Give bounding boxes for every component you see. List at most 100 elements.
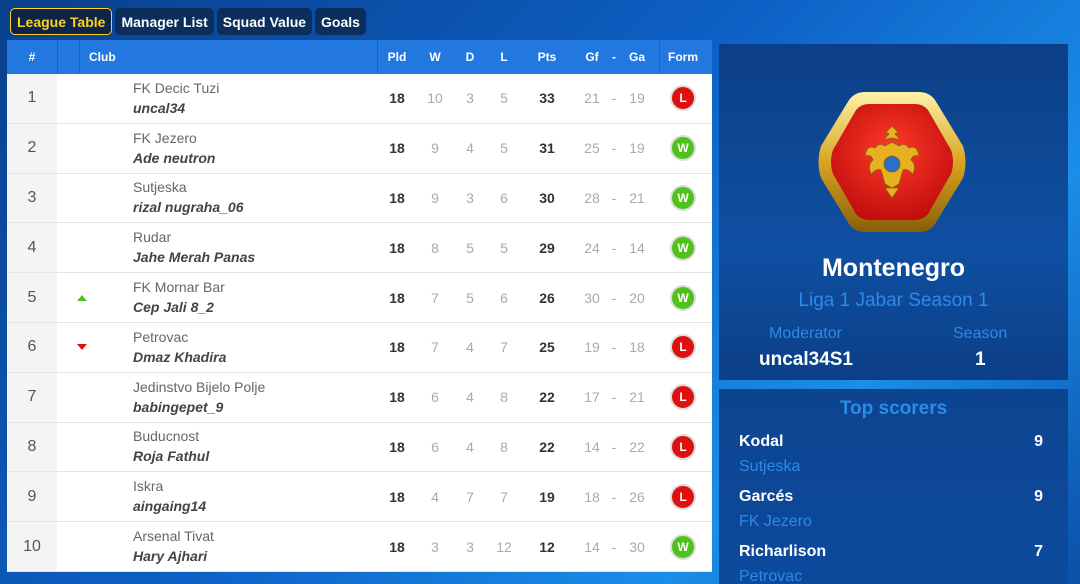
- header-ga[interactable]: Ga: [628, 50, 645, 64]
- table-row[interactable]: 9 Iskra aingaing14 18 4 7 7 19 18-26 L: [7, 472, 712, 523]
- manager-name[interactable]: aingaing14: [133, 498, 207, 515]
- scorer-name: Garcés: [739, 488, 794, 505]
- row-rank: 3: [7, 173, 57, 223]
- manager-name[interactable]: Roja Fathul: [133, 448, 210, 465]
- header-rank[interactable]: #: [28, 50, 36, 64]
- club-name[interactable]: FK Mornar Bar: [133, 279, 225, 296]
- row-ga: 22: [629, 438, 645, 455]
- row-club[interactable]: Arsenal Tivat Hary Ajhari: [133, 522, 373, 571]
- row-form: W: [663, 522, 703, 571]
- club-name[interactable]: FK Decic Tuzi: [133, 79, 220, 96]
- row-d: 5: [466, 289, 474, 306]
- tab-squad-value[interactable]: Squad Value: [216, 8, 313, 35]
- table-row[interactable]: 10 Arsenal Tivat Hary Ajhari 18 3 3 12 12 14-30 W: [7, 522, 712, 572]
- row-pts: 30: [539, 189, 555, 206]
- manager-name[interactable]: Ade neutron: [133, 149, 216, 166]
- table-row[interactable]: 8 Buducnost Roja Fathul 18 6 4 8 22 14-22 L: [7, 422, 712, 473]
- league-country: Montenegro: [821, 254, 966, 282]
- row-pld: 18: [389, 339, 405, 356]
- row-w: 10: [427, 90, 443, 107]
- row-pts: 22: [539, 438, 555, 455]
- row-rank: 5: [7, 273, 57, 322]
- manager-name[interactable]: Cep Jali 8_2: [133, 299, 214, 316]
- table-row[interactable]: 7 Jedinstvo Bijelo Polje babingepet_9 18 6 4 8…: [7, 372, 712, 423]
- table-row[interactable]: 3 Sutjeska rizal nugraha_06 18 9 3 6 30 28-21 W: [7, 173, 712, 224]
- header-d[interactable]: D: [465, 50, 475, 64]
- tab-league-table[interactable]: League Table: [10, 8, 113, 35]
- row-ga: 30: [629, 538, 645, 555]
- row-form: L: [663, 323, 703, 372]
- manager-name[interactable]: Dmaz Khadira: [133, 348, 227, 365]
- row-pts: 26: [539, 289, 555, 306]
- row-gf: 28: [584, 189, 600, 206]
- row-d: 7: [466, 488, 474, 505]
- row-separator: -: [611, 389, 617, 406]
- moderator-value[interactable]: uncal34S1: [759, 349, 853, 370]
- row-w: 7: [431, 339, 439, 356]
- row-club[interactable]: Buducnost Roja Fathul: [133, 423, 373, 472]
- club-name[interactable]: Jedinstvo Bijelo Polje: [133, 378, 266, 395]
- row-l: 6: [500, 289, 508, 306]
- row-separator: -: [611, 239, 617, 256]
- row-pts: 33: [539, 90, 555, 107]
- table-row[interactable]: 1 FK Decic Tuzi uncal34 18 10 3 5 33 21-19 L: [7, 74, 712, 124]
- row-club[interactable]: FK Mornar Bar Cep Jali 8_2: [133, 273, 373, 322]
- row-rank: 10: [7, 522, 57, 571]
- row-w: 8: [431, 239, 439, 256]
- header-l[interactable]: L: [500, 50, 508, 64]
- row-club[interactable]: FK Jezero Ade neutron: [133, 124, 373, 173]
- tab-manager-list[interactable]: Manager List: [115, 8, 214, 35]
- row-rank: 6: [7, 322, 57, 372]
- row-club[interactable]: Iskra aingaing14: [133, 472, 373, 521]
- header-club[interactable]: Club: [89, 50, 116, 64]
- manager-name[interactable]: Hary Ajhari: [133, 548, 208, 565]
- tab-goals[interactable]: Goals: [315, 8, 366, 35]
- club-name[interactable]: Rudar: [133, 229, 172, 246]
- scorer-item[interactable]: Kodal Sutjeska 9: [739, 433, 1049, 483]
- scorer-item[interactable]: Garcés FK Jezero 9: [739, 488, 1049, 538]
- row-gf: 19: [584, 339, 600, 356]
- row-l: 5: [500, 90, 508, 107]
- form-badge: W: [670, 533, 696, 560]
- club-name[interactable]: Petrovac: [133, 328, 189, 345]
- scorer-name: Kodal: [739, 433, 784, 450]
- header-form[interactable]: Form: [668, 50, 698, 64]
- row-ga: 18: [629, 339, 645, 356]
- row-separator: -: [611, 140, 617, 157]
- row-l: 6: [500, 189, 508, 206]
- table-row[interactable]: 4 Rudar Jahe Merah Panas 18 8 5 5 29 24-14 W: [7, 223, 712, 274]
- header-gf[interactable]: Gf: [585, 50, 599, 64]
- row-gf: 30: [584, 289, 600, 306]
- scorer-name: Richarlison: [739, 543, 827, 560]
- header-pts[interactable]: Pts: [537, 50, 557, 64]
- club-name[interactable]: FK Jezero: [133, 129, 197, 146]
- form-badge: W: [670, 135, 696, 162]
- row-club[interactable]: Sutjeska rizal nugraha_06: [133, 174, 373, 223]
- header-pld[interactable]: Pld: [387, 50, 407, 64]
- row-gf: 21: [584, 90, 600, 107]
- row-club[interactable]: Rudar Jahe Merah Panas: [133, 223, 373, 272]
- club-name[interactable]: Iskra: [133, 478, 164, 495]
- club-name[interactable]: Buducnost: [133, 428, 200, 445]
- manager-name[interactable]: uncal34: [133, 99, 186, 116]
- table-row[interactable]: 2 FK Jezero Ade neutron 18 9 4 5 31 25-19 W: [7, 123, 712, 174]
- scorer-item[interactable]: Richarlison Petrovac 7: [739, 543, 1049, 584]
- header-w[interactable]: W: [429, 50, 441, 64]
- row-club[interactable]: Petrovac Dmaz Khadira: [133, 323, 373, 372]
- row-w: 4: [431, 488, 439, 505]
- row-club[interactable]: Jedinstvo Bijelo Polje babingepet_9: [133, 373, 373, 422]
- manager-name[interactable]: babingepet_9: [133, 398, 224, 415]
- row-separator: -: [611, 189, 617, 206]
- row-pld: 18: [389, 488, 405, 505]
- table-row[interactable]: 6 Petrovac Dmaz Khadira 18 7 4 7 25 19-18 L: [7, 322, 712, 373]
- club-name[interactable]: Arsenal Tivat: [133, 528, 214, 545]
- row-club[interactable]: FK Decic Tuzi uncal34: [133, 74, 373, 123]
- manager-name[interactable]: Jahe Merah Panas: [133, 249, 256, 266]
- manager-name[interactable]: rizal nugraha_06: [133, 199, 244, 216]
- club-name[interactable]: Sutjeska: [133, 179, 187, 196]
- row-gf: 17: [584, 389, 600, 406]
- row-l: 8: [500, 389, 508, 406]
- row-l: 8: [500, 438, 508, 455]
- table-row[interactable]: 5 FK Mornar Bar Cep Jali 8_2 18 7 5 6 26 30-20 W: [7, 273, 712, 323]
- row-rank: 2: [7, 123, 57, 173]
